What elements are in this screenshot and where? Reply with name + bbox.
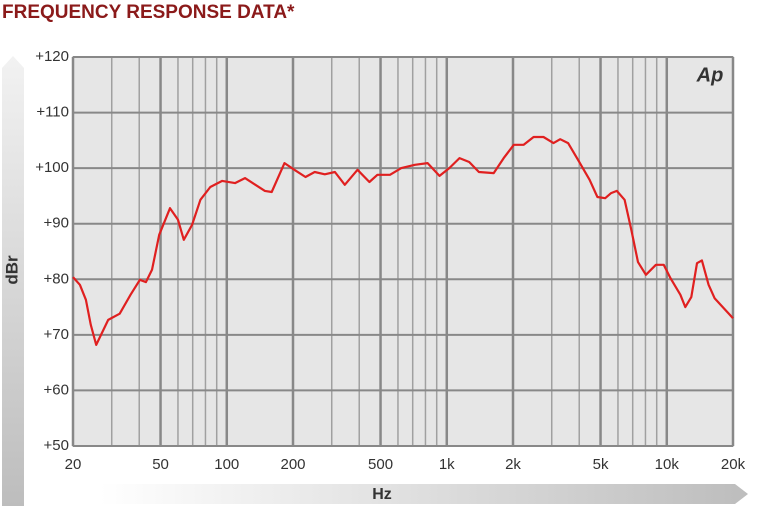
y-tick-label: +80 — [44, 270, 69, 287]
plot-area — [72, 56, 734, 447]
x-tick-label: 50 — [152, 456, 169, 473]
x-axis-band — [100, 484, 748, 504]
chart-title: FREQUENCY RESPONSE DATA* — [2, 2, 295, 23]
y-tick-label: +120 — [35, 48, 69, 65]
y-tick-label: +110 — [36, 104, 69, 121]
y-tick-label: +70 — [44, 326, 69, 343]
x-tick-label: 200 — [280, 456, 305, 473]
x-tick-label: 20 — [65, 456, 82, 473]
x-tick-label: 100 — [214, 456, 239, 473]
x-tick-label: 20k — [721, 456, 746, 473]
y-tick-label: +50 — [44, 437, 69, 454]
grid — [71, 56, 735, 447]
y-axis-band — [2, 56, 24, 506]
x-tick-label: 1k — [439, 456, 455, 473]
x-axis-label: Hz — [372, 486, 392, 503]
x-tick-label: 5k — [593, 456, 609, 473]
x-tick-label: 2k — [505, 456, 521, 473]
y-tick-label: +90 — [44, 215, 69, 232]
x-tick-label: 10k — [655, 456, 680, 473]
logo: Ap — [696, 64, 724, 86]
y-axis-label: dBr — [2, 255, 21, 285]
y-tick-label: +60 — [44, 381, 69, 398]
data-line — [72, 135, 734, 346]
y-tick-label: +100 — [35, 159, 69, 176]
x-tick-label: 500 — [368, 456, 393, 473]
